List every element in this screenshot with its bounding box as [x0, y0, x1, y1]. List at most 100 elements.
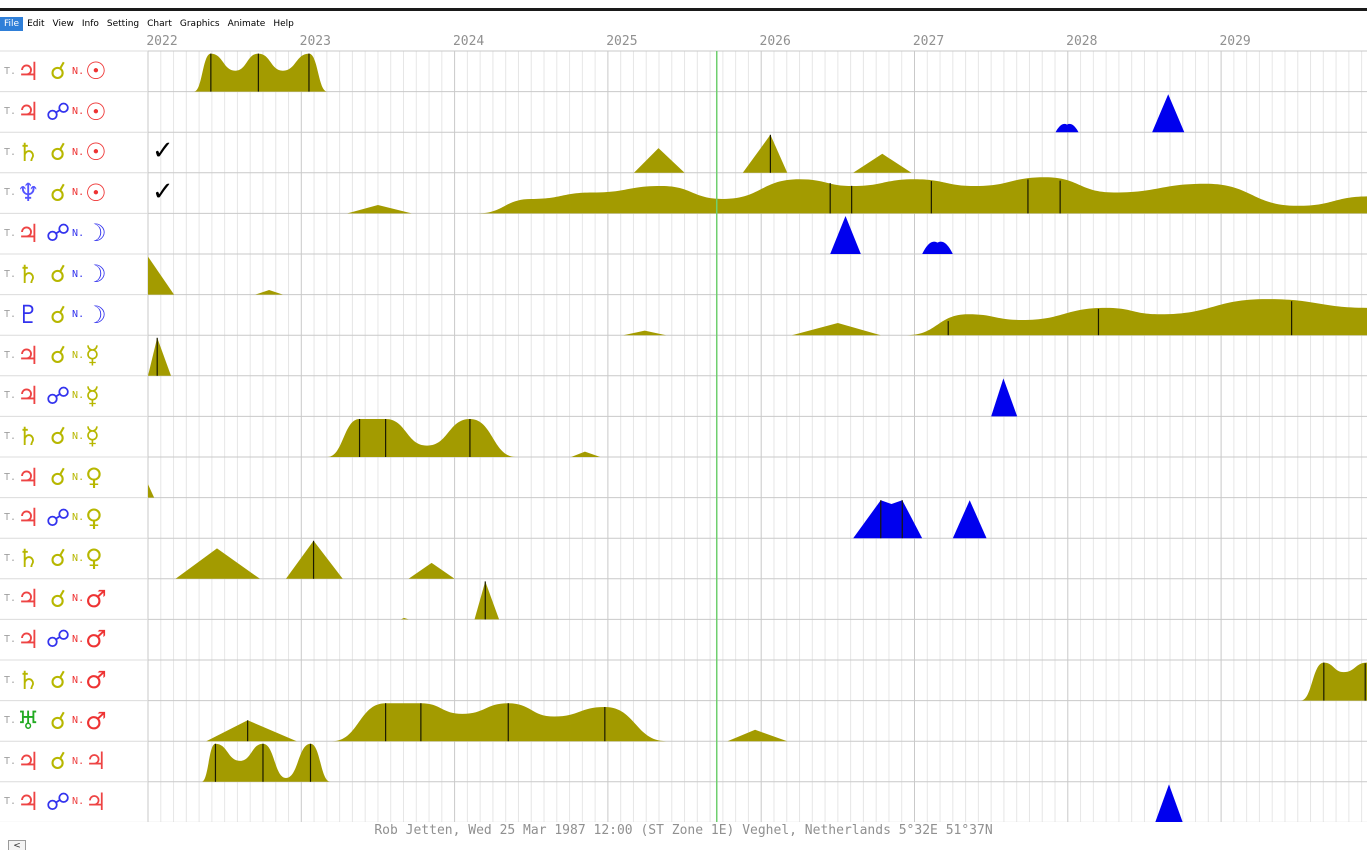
conjunction-hit[interactable] [193, 53, 328, 92]
natal-planet-icon: ♂ [85, 666, 107, 694]
natal-prefix: N. [72, 390, 85, 402]
natal-planet-icon: ☽ [85, 219, 107, 248]
conjunction-aspect-icon: ☌ [49, 544, 67, 573]
natal-prefix: N. [72, 674, 85, 686]
transit-row-track [347, 177, 1367, 214]
menu-file[interactable]: File [0, 17, 24, 31]
transit-row-label[interactable]: T. ♃ ☍ N. ♂ [4, 619, 111, 659]
scroll-left-button[interactable]: < [8, 840, 26, 851]
transit-row-track [206, 703, 788, 742]
menu-animate[interactable]: Animate [227, 19, 266, 29]
transit-prefix: T. [4, 187, 17, 199]
conjunction-hit[interactable] [742, 134, 788, 173]
transit-row-track [623, 299, 1367, 336]
natal-prefix: N. [72, 65, 85, 77]
transit-row-label[interactable]: T. ♃ ☌ N. ☿ [4, 335, 111, 375]
transit-prefix: T. [4, 309, 17, 321]
conjunction-aspect-icon: ☌ [49, 260, 67, 288]
transit-row-track [201, 743, 331, 782]
transit-row-label[interactable]: T. ♃ ☍ N. ☿ [4, 376, 111, 416]
conjunction-hit[interactable] [148, 484, 155, 498]
natal-planet-icon: ☿ [85, 341, 100, 370]
menu-graphics[interactable]: Graphics [179, 19, 220, 29]
transit-planet-icon: ♃ [17, 584, 40, 614]
conjunction-hit[interactable] [623, 330, 667, 336]
conjunction-hit[interactable] [906, 299, 1367, 336]
transit-row-label[interactable]: T. ♃ ☍ N. ♀ [4, 498, 111, 538]
opposition-hit[interactable] [922, 241, 953, 254]
conjunction-hit[interactable] [285, 540, 343, 579]
conjunction-hit[interactable] [347, 205, 412, 214]
natal-prefix: N. [72, 309, 85, 321]
transit-prefix: T. [4, 633, 17, 645]
natal-prefix: N. [72, 593, 85, 605]
natal-prefix: N. [72, 227, 85, 239]
conjunction-hit[interactable] [791, 323, 881, 336]
transit-row-label[interactable]: T. ♄ ☌ N. ♂ [4, 660, 111, 700]
transit-row-label[interactable]: T. ♃ ☌ N. ☉ [4, 51, 111, 91]
transit-row-label[interactable]: T. ♃ ☌ N. ♃ [4, 741, 111, 781]
transit-row-label[interactable]: T. ♃ ☍ N. ☽ [4, 213, 111, 253]
conjunction-hit[interactable] [400, 617, 409, 620]
opposition-hit[interactable] [1155, 784, 1183, 822]
transit-row-label[interactable]: T. ♃ ☌ N. ♂ [4, 579, 111, 619]
transit-row-label[interactable]: T. ♆ ☌ N. ☉ [4, 173, 111, 213]
menu-view[interactable]: View [52, 19, 74, 29]
opposition-aspect-icon: ☍ [45, 97, 71, 126]
conjunction-hit[interactable] [148, 256, 175, 295]
transit-row-label[interactable]: T. ♃ ☍ N. ☉ [4, 92, 111, 132]
opposition-hit[interactable] [991, 378, 1018, 417]
conjunction-aspect-icon: ☌ [49, 341, 67, 370]
conjunction-hit[interactable] [148, 337, 171, 376]
menu-edit[interactable]: Edit [27, 19, 45, 29]
transit-row-label[interactable]: T. ♃ ☌ N. ♀ [4, 457, 111, 497]
conjunction-hit[interactable] [727, 729, 788, 742]
conjunction-hit[interactable] [331, 703, 667, 742]
conjunction-hit[interactable] [474, 581, 500, 620]
opposition-aspect-icon: ☍ [45, 625, 71, 654]
conjunction-hit[interactable] [477, 177, 1367, 214]
natal-prefix: N. [72, 796, 85, 808]
natal-prefix: N. [72, 349, 85, 361]
conjunction-hit[interactable] [571, 451, 601, 457]
opposition-hit[interactable] [952, 500, 987, 539]
conjunction-hit[interactable] [408, 562, 455, 579]
natal-planet-icon: ☉ [85, 57, 107, 85]
conjunction-hit[interactable] [327, 419, 516, 457]
natal-planet-icon: ☉ [85, 97, 107, 126]
checkmark-icon: ✓ [152, 136, 174, 167]
grid-lines [0, 50, 1367, 822]
conjunction-hit[interactable] [175, 548, 260, 579]
menu-setting[interactable]: Setting [106, 19, 140, 29]
transit-prefix: T. [4, 796, 17, 808]
transit-row-label[interactable]: T. ♅ ☌ N. ♂ [4, 701, 111, 741]
transit-row-label[interactable]: T. ♄ ☌ N. ☉ [4, 132, 111, 172]
opposition-hit[interactable] [1055, 123, 1079, 133]
conjunction-hit[interactable] [853, 153, 912, 173]
menu-chart[interactable]: Chart [147, 19, 172, 29]
conjunction-hit[interactable] [1300, 662, 1367, 701]
transit-graph: 2022 2023 2024 2025 2026 2027 2028 2029 [0, 34, 1367, 822]
transit-row-label[interactable]: T. ♄ ☌ N. ♀ [4, 538, 111, 578]
transit-prefix: T. [4, 715, 17, 727]
transit-row-label[interactable]: T. ♃ ☍ N. ♃ [4, 782, 111, 822]
conjunction-hit[interactable] [255, 290, 283, 295]
conjunction-hit[interactable] [633, 148, 685, 173]
menu-help[interactable]: Help [273, 19, 294, 29]
natal-prefix: N. [72, 755, 85, 767]
transit-planet-icon: ♃ [17, 787, 40, 817]
natal-prefix: N. [72, 268, 85, 280]
conjunction-hit[interactable] [201, 743, 331, 782]
opposition-hit[interactable] [1152, 94, 1185, 133]
natal-planet-icon: ☽ [85, 260, 107, 288]
checkmark-icon: ✓ [152, 176, 174, 207]
opposition-hit[interactable] [830, 216, 861, 254]
opposition-hit[interactable] [853, 500, 923, 539]
transit-row-label[interactable]: T. ♄ ☌ N. ☽ [4, 254, 111, 294]
transit-row-label[interactable]: T. ♇ ☌ N. ☽ [4, 295, 111, 335]
conjunction-hit[interactable] [206, 720, 297, 742]
natal-planet-icon: ♃ [85, 787, 107, 816]
menu-info[interactable]: Info [81, 19, 99, 29]
transit-prefix: T. [4, 674, 17, 686]
transit-row-label[interactable]: T. ♄ ☌ N. ☿ [4, 416, 111, 456]
